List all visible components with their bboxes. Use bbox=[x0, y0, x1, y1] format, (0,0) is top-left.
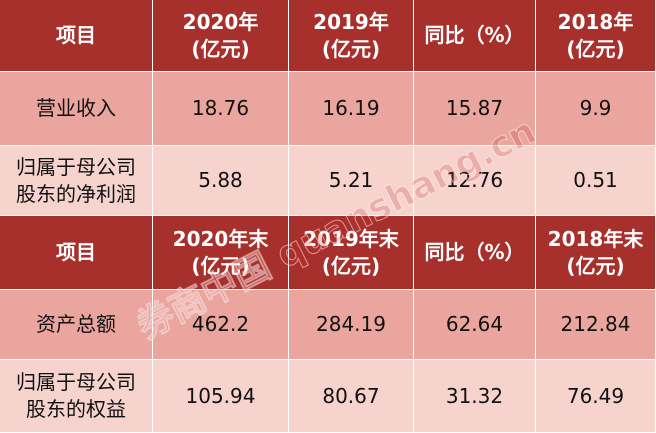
cell-text: 同比（%） bbox=[424, 23, 525, 47]
table-cell: 15.87 bbox=[414, 72, 536, 146]
cell-text: 2018年末 bbox=[547, 226, 644, 251]
cell-text: 2019年末 bbox=[303, 226, 399, 251]
cell-text: 股东的权益 bbox=[26, 397, 126, 421]
table-cell: 5.88 bbox=[153, 146, 289, 216]
table-cell: 80.67 bbox=[289, 360, 414, 433]
cell-text: (亿元) bbox=[321, 253, 381, 278]
cell-text: 同比（%） bbox=[424, 240, 525, 264]
cell-text: 资产总额 bbox=[36, 312, 116, 336]
table-cell: 资产总额 bbox=[0, 290, 153, 360]
table-cell: 62.64 bbox=[414, 290, 536, 360]
table-cell: 0.51 bbox=[536, 146, 656, 216]
cell-text: (亿元) bbox=[321, 36, 381, 61]
table-cell: 5.21 bbox=[289, 146, 414, 216]
table-cell: 2019年 (亿元) bbox=[289, 0, 414, 72]
table-cell: 2019年末 (亿元) bbox=[289, 216, 414, 290]
cell-text: 2018年 bbox=[557, 9, 634, 34]
cell-text: 2020年 bbox=[182, 9, 259, 34]
table-cell: 项目 bbox=[0, 216, 153, 290]
cell-text: (亿元) bbox=[566, 36, 625, 61]
table-cell: 9.9 bbox=[536, 72, 656, 146]
table-cell: 2020年 (亿元) bbox=[153, 0, 289, 72]
table-cell: 归属于母公司 股东的权益 bbox=[0, 360, 153, 433]
table-cell: 同比（%） bbox=[414, 216, 536, 290]
cell-text: 营业收入 bbox=[36, 96, 116, 120]
table-cell: 营业收入 bbox=[0, 72, 153, 146]
table-cell: 284.19 bbox=[289, 290, 414, 360]
table-cell: 2020年末 (亿元) bbox=[153, 216, 289, 290]
cell-text: 归属于母公司 bbox=[16, 154, 136, 179]
table-cell: 项目 bbox=[0, 0, 153, 72]
table-cell: 105.94 bbox=[153, 360, 289, 433]
cell-text: (亿元) bbox=[191, 253, 250, 278]
table-cell: 2018年末 (亿元) bbox=[536, 216, 656, 290]
cell-text: 项目 bbox=[56, 240, 96, 264]
table-cell: 12.76 bbox=[414, 146, 536, 216]
table-cell: 462.2 bbox=[153, 290, 289, 360]
cell-text: 2019年 bbox=[313, 9, 389, 34]
cell-text: (亿元) bbox=[191, 36, 250, 61]
table-cell: 212.84 bbox=[536, 290, 656, 360]
cell-text: 项目 bbox=[56, 23, 96, 47]
table-cell: 76.49 bbox=[536, 360, 656, 433]
table-cell: 归属于母公司 股东的净利润 bbox=[0, 146, 153, 216]
table-cell: 2018年 (亿元) bbox=[536, 0, 656, 72]
table-cell: 31.32 bbox=[414, 360, 536, 433]
cell-text: (亿元) bbox=[566, 253, 625, 278]
table-cell: 18.76 bbox=[153, 72, 289, 146]
cell-text: 归属于母公司 bbox=[16, 370, 136, 394]
table-cell: 同比（%） bbox=[414, 0, 536, 72]
cell-text: 股东的净利润 bbox=[16, 181, 136, 206]
cell-text: 2020年末 bbox=[172, 226, 269, 251]
table-cell: 16.19 bbox=[289, 72, 414, 146]
